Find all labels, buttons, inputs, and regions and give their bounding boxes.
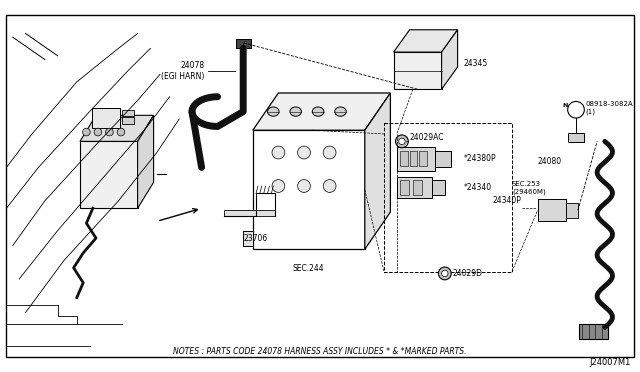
- Bar: [224, 210, 275, 216]
- Text: SEC.253
(29460M): SEC.253 (29460M): [512, 181, 546, 195]
- Bar: [410, 151, 417, 166]
- Text: 23706: 23706: [244, 234, 268, 243]
- Text: NOTES : PARTS CODE 24078 HARNESS ASSY INCLUDES * & *MARKED PARTS.: NOTES : PARTS CODE 24078 HARNESS ASSY IN…: [173, 347, 467, 356]
- Circle shape: [272, 146, 285, 159]
- Bar: [92, 108, 120, 128]
- Bar: [400, 151, 408, 166]
- Ellipse shape: [335, 107, 346, 116]
- Ellipse shape: [312, 107, 324, 116]
- Text: N: N: [563, 103, 568, 108]
- Circle shape: [323, 180, 336, 192]
- Circle shape: [438, 267, 451, 280]
- Ellipse shape: [268, 107, 279, 116]
- Bar: [432, 180, 445, 195]
- Circle shape: [83, 128, 90, 136]
- Bar: [413, 180, 422, 195]
- Circle shape: [442, 270, 448, 277]
- Text: 24345: 24345: [464, 59, 488, 68]
- Circle shape: [298, 146, 310, 159]
- Circle shape: [117, 128, 125, 136]
- Bar: [243, 231, 253, 246]
- Text: 24078
(EGI HARN): 24078 (EGI HARN): [161, 61, 205, 81]
- Bar: [122, 117, 134, 124]
- Bar: [236, 39, 251, 48]
- Text: 24029D: 24029D: [452, 269, 483, 278]
- Polygon shape: [442, 30, 458, 89]
- Bar: [384, 123, 512, 272]
- Bar: [397, 177, 432, 198]
- Circle shape: [94, 128, 102, 136]
- Text: SEC.244: SEC.244: [293, 264, 324, 273]
- Text: 24029AC: 24029AC: [410, 133, 444, 142]
- Text: *24340: *24340: [464, 183, 492, 192]
- Polygon shape: [365, 93, 390, 249]
- Circle shape: [298, 180, 310, 192]
- Polygon shape: [253, 93, 390, 130]
- Circle shape: [568, 102, 584, 118]
- Bar: [566, 203, 578, 218]
- Bar: [397, 147, 435, 171]
- Bar: [579, 324, 608, 339]
- Bar: [568, 133, 584, 142]
- Bar: [538, 199, 566, 221]
- Bar: [253, 130, 365, 249]
- Polygon shape: [80, 115, 154, 141]
- Polygon shape: [138, 115, 154, 208]
- Bar: [394, 52, 442, 89]
- Bar: [400, 180, 409, 195]
- Ellipse shape: [290, 107, 301, 116]
- Circle shape: [396, 135, 408, 148]
- Circle shape: [399, 138, 405, 145]
- Bar: [122, 110, 134, 116]
- Text: J24007M1: J24007M1: [589, 358, 630, 367]
- Text: 08918-3082A
(1): 08918-3082A (1): [586, 101, 633, 115]
- Bar: [80, 141, 138, 208]
- Text: 24080: 24080: [538, 157, 562, 166]
- Circle shape: [272, 180, 285, 192]
- Bar: [419, 151, 427, 166]
- Text: 24340P: 24340P: [493, 196, 522, 205]
- Circle shape: [106, 128, 113, 136]
- Polygon shape: [394, 30, 458, 52]
- Circle shape: [323, 146, 336, 159]
- Text: *24380P: *24380P: [464, 154, 497, 163]
- Bar: [435, 151, 451, 167]
